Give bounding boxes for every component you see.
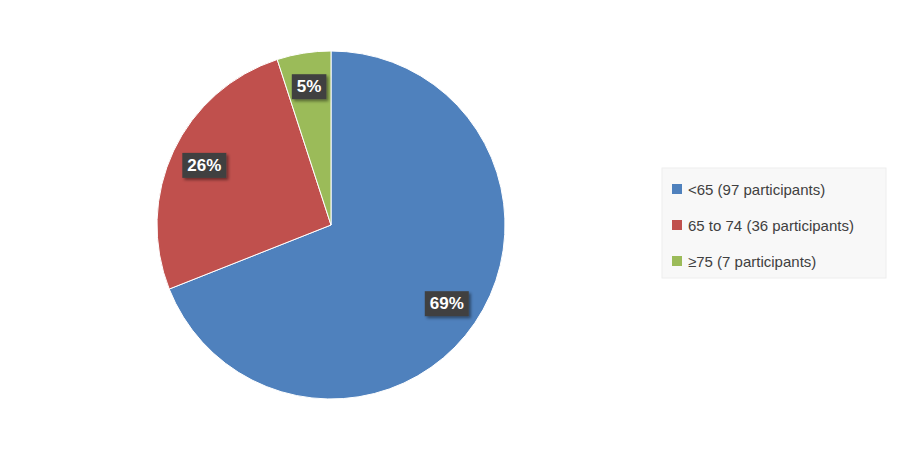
legend: <65 (97 participants) 65 to 74 (36 partic… — [662, 168, 886, 278]
data-label-box — [425, 291, 469, 316]
legend-swatch — [672, 220, 682, 230]
legend-label: <65 (97 participants) — [688, 181, 825, 198]
pie — [157, 51, 505, 399]
data-label-box — [292, 74, 327, 99]
data-label-box — [182, 153, 226, 178]
data-label-group: 26% — [182, 153, 226, 178]
chart: 69% 26% 5% <65 (97 participants) 65 to 74 (3… — [0, 0, 900, 450]
legend-label: ≥75 (7 participants) — [688, 253, 816, 270]
data-label: 26% — [187, 156, 221, 175]
data-label: 5% — [297, 77, 322, 96]
data-label-group: 69% — [425, 291, 469, 316]
pie-slice — [277, 51, 331, 225]
legend-swatch — [672, 184, 682, 194]
data-label: 69% — [430, 294, 464, 313]
legend-box — [662, 168, 886, 278]
data-label-group: 5% — [292, 74, 327, 99]
data-labels: 69% 26% 5% — [182, 74, 468, 316]
legend-swatch — [672, 256, 682, 266]
legend-label: 65 to 74 (36 participants) — [688, 217, 854, 234]
pie-slice — [157, 60, 331, 290]
